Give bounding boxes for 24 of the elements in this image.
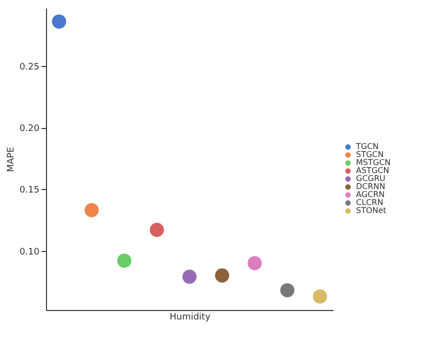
- legend-label: AGCRN: [356, 190, 385, 199]
- legend-label: MSTGCN: [356, 158, 391, 167]
- point: [84, 202, 100, 218]
- legend-label: STGCN: [356, 150, 384, 159]
- point: [50, 13, 68, 30]
- legend-label: DCRNN: [356, 182, 386, 191]
- x-axis-title: Humidity: [170, 312, 212, 322]
- legend-label: ASTGCN: [356, 166, 390, 175]
- legend-label: TGCN: [355, 142, 379, 151]
- legend-label: CLCRN: [356, 198, 384, 207]
- point: [116, 252, 132, 269]
- y-tick-label: 0.20: [19, 124, 40, 134]
- y-tick-label: 0.15: [19, 186, 40, 196]
- y-tick-label: 0.10: [19, 247, 40, 258]
- point: [312, 288, 328, 305]
- point: [148, 222, 165, 238]
- y-tick-label: 0.25: [19, 62, 40, 72]
- point: [246, 255, 263, 272]
- y-axis-title: MAPE: [6, 146, 16, 172]
- point: [279, 282, 296, 298]
- legend-label: GCGRU: [356, 174, 386, 183]
- legend-label: STONet: [356, 206, 386, 215]
- point: [181, 268, 198, 285]
- point: [214, 267, 230, 284]
